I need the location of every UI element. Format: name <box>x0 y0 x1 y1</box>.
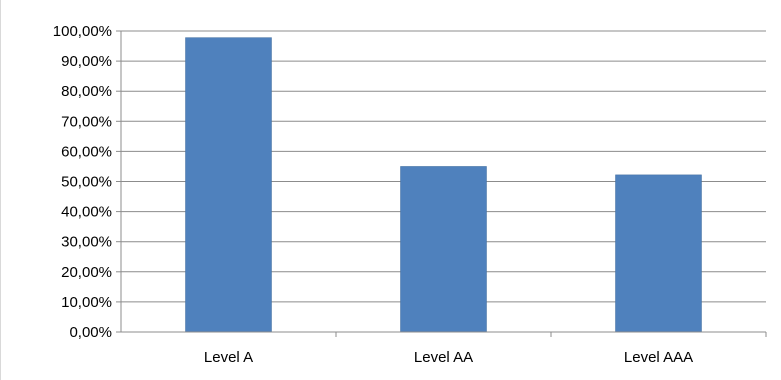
bar-level-aaa <box>615 174 702 333</box>
y-tick-label: 70,00% <box>61 113 112 130</box>
x-category-labels: Level A Level AA Level AAA <box>204 349 693 366</box>
x-category-label: Level AAA <box>624 349 693 366</box>
y-tick-label: 30,00% <box>61 234 112 251</box>
bars <box>185 37 702 333</box>
axes <box>116 30 767 337</box>
y-tick-label: 80,00% <box>61 83 112 100</box>
x-category-label: Level AA <box>414 349 473 366</box>
y-tick-label: 20,00% <box>61 264 112 281</box>
y-tick-label: 10,00% <box>61 294 112 311</box>
bar-level-a <box>185 37 272 333</box>
y-tick-labels: 0,00% 10,00% 20,00% 30,00% 40,00% 50,00% 60,00… <box>53 23 112 341</box>
bar-level-aa <box>400 166 487 333</box>
y-tick-label: 40,00% <box>61 204 112 221</box>
y-tick-label: 90,00% <box>61 53 112 70</box>
x-category-label: Level A <box>204 349 253 366</box>
y-tick-label: 60,00% <box>61 143 112 160</box>
y-tick-label: 100,00% <box>53 23 112 40</box>
y-tick-label: 0,00% <box>69 324 112 341</box>
y-tick-label: 50,00% <box>61 174 112 191</box>
